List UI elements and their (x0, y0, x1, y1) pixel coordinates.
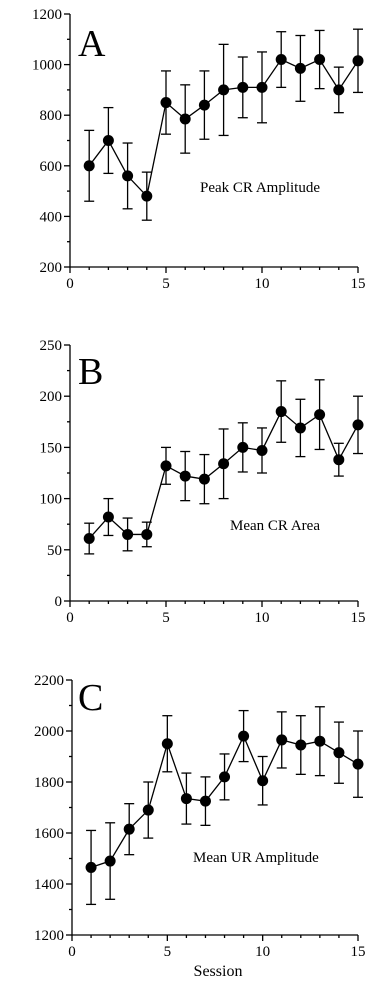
data-point (219, 771, 231, 783)
data-point (83, 160, 95, 172)
data-point (198, 99, 210, 111)
y-tick-label: 600 (40, 159, 63, 175)
data-point (314, 735, 326, 747)
y-tick-label: 100 (40, 492, 63, 508)
x-tick-label: 5 (162, 610, 170, 626)
data-point (102, 511, 114, 523)
x-tick-label: 0 (66, 610, 74, 626)
data-point (141, 528, 153, 540)
data-point (198, 473, 210, 485)
data-point (314, 409, 326, 421)
panel-b: 0 50 100 150 200 250 0 5 10 15 B Mean CR Area (40, 338, 366, 626)
data-point (257, 775, 269, 787)
data-point (314, 54, 326, 66)
data-point (333, 747, 345, 759)
x-axis-label: Session (194, 963, 243, 980)
data-point (179, 470, 191, 482)
data-point (179, 113, 191, 125)
data-point (294, 422, 306, 434)
x-tick-label: 10 (255, 610, 270, 626)
y-tick-label: 2200 (34, 673, 64, 689)
data-point (160, 97, 172, 109)
x-tick-label: 5 (164, 944, 172, 960)
data-point (161, 738, 173, 750)
data-point (123, 823, 135, 835)
data-point (199, 795, 211, 807)
data-point (333, 84, 345, 96)
y-tick-label: 1200 (34, 928, 64, 944)
data-point (142, 804, 154, 816)
y-tick-label: 50 (47, 543, 62, 559)
panel-letter: C (78, 677, 103, 719)
data-point (141, 190, 153, 202)
data-point (275, 406, 287, 418)
data-point (256, 444, 268, 456)
data-point (294, 62, 306, 74)
y-tick-label: 200 (40, 260, 63, 276)
chart-annotation: Mean CR Area (230, 518, 320, 534)
y-tick-label: 0 (55, 594, 63, 610)
data-point (102, 135, 114, 146)
data-point (352, 419, 364, 431)
chart-annotation: Mean UR Amplitude (193, 850, 319, 866)
panel-letter: B (78, 351, 103, 393)
x-tick-label: 10 (255, 276, 270, 292)
x-tick-label: 15 (351, 944, 366, 960)
data-point (218, 84, 230, 96)
data-point (352, 55, 364, 67)
panel-c: 1200 1400 1600 1800 2000 2200 0 5 10 15 C Mean UR… (34, 673, 366, 980)
x-tick-label: 15 (351, 610, 366, 626)
y-tick-label: 1200 (32, 7, 62, 23)
y-tick-label: 1400 (34, 877, 64, 893)
data-point (276, 734, 288, 746)
x-tick-label: 10 (255, 944, 270, 960)
data-point (104, 855, 116, 867)
y-tick-label: 200 (40, 389, 63, 405)
data-point (122, 528, 134, 540)
data-point (275, 54, 287, 66)
data-point (295, 739, 307, 751)
data-point (237, 81, 249, 93)
data-point (352, 758, 364, 770)
y-tick-label: 1000 (32, 58, 62, 74)
x-tick-label: 0 (66, 276, 74, 292)
x-tick-label: 15 (351, 276, 366, 292)
data-point (238, 730, 250, 742)
y-tick-label: 1600 (34, 826, 64, 842)
y-tick-label: 400 (40, 209, 63, 225)
data-point (237, 441, 249, 453)
y-tick-label: 250 (40, 338, 63, 354)
y-tick-label: 1800 (34, 775, 64, 791)
data-point (122, 170, 134, 182)
y-tick-label: 2000 (34, 724, 64, 740)
data-point (180, 793, 192, 805)
chart-annotation: Peak CR Amplitude (200, 180, 320, 196)
data-point (85, 861, 97, 873)
y-tick-label: 800 (40, 108, 63, 124)
x-tick-label: 5 (162, 276, 170, 292)
data-point (256, 81, 268, 93)
panel-a: 200 400 600 800 1000 1200 0 5 10 15 A Peak CR Amp… (32, 7, 366, 292)
data-point (333, 454, 345, 466)
panel-letter: A (78, 23, 106, 65)
y-tick-label: 150 (40, 440, 63, 456)
data-point (83, 533, 95, 545)
data-point (218, 458, 230, 470)
data-point (160, 460, 172, 472)
x-tick-label: 0 (68, 944, 76, 960)
